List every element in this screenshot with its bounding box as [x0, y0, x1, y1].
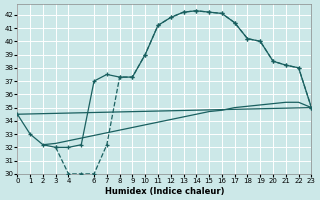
X-axis label: Humidex (Indice chaleur): Humidex (Indice chaleur) [105, 187, 224, 196]
